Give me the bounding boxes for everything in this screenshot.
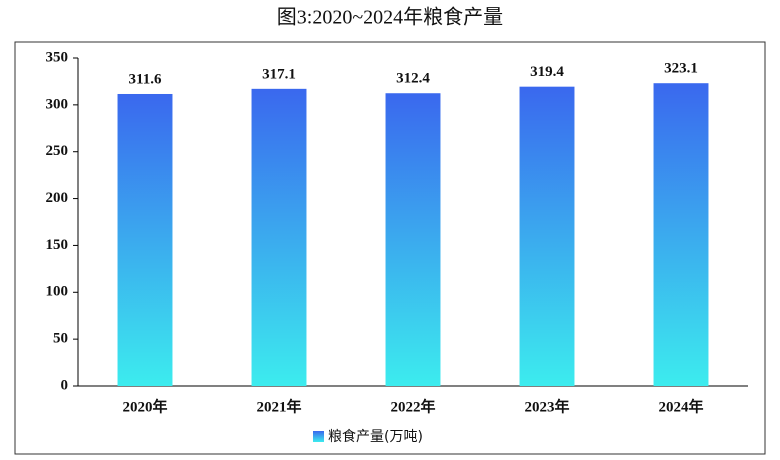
value-label: 311.6 [129,71,162,87]
y-tick-label: 300 [46,96,69,112]
chart-frame [14,41,766,455]
y-tick-label: 50 [53,331,68,347]
legend-swatch [313,431,324,442]
chart-title: 图3:2020~2024年粮食产量 [277,6,503,29]
x-tick-label: 2020年 [122,397,167,415]
value-label: 319.4 [530,64,564,80]
bar [251,88,307,386]
legend-label: 粮食产量(万吨) [328,428,423,445]
value-label: 317.1 [262,66,296,82]
value-label: 323.1 [664,61,698,77]
bar [653,83,709,387]
y-tick-label: 100 [46,284,69,300]
bar [519,86,575,386]
y-tick-label: 150 [46,237,69,253]
x-tick-label: 2023年 [524,397,569,415]
y-tick-label: 200 [46,190,69,206]
value-label: 312.4 [396,71,430,87]
x-tick-label: 2022年 [390,397,435,415]
y-tick-label: 0 [61,377,69,393]
y-tick-label: 350 [46,49,69,65]
x-tick-label: 2021年 [256,397,301,415]
y-tick-label: 250 [46,143,69,159]
bar [117,93,173,387]
x-tick-label: 2024年 [658,397,703,415]
bar [385,93,441,386]
